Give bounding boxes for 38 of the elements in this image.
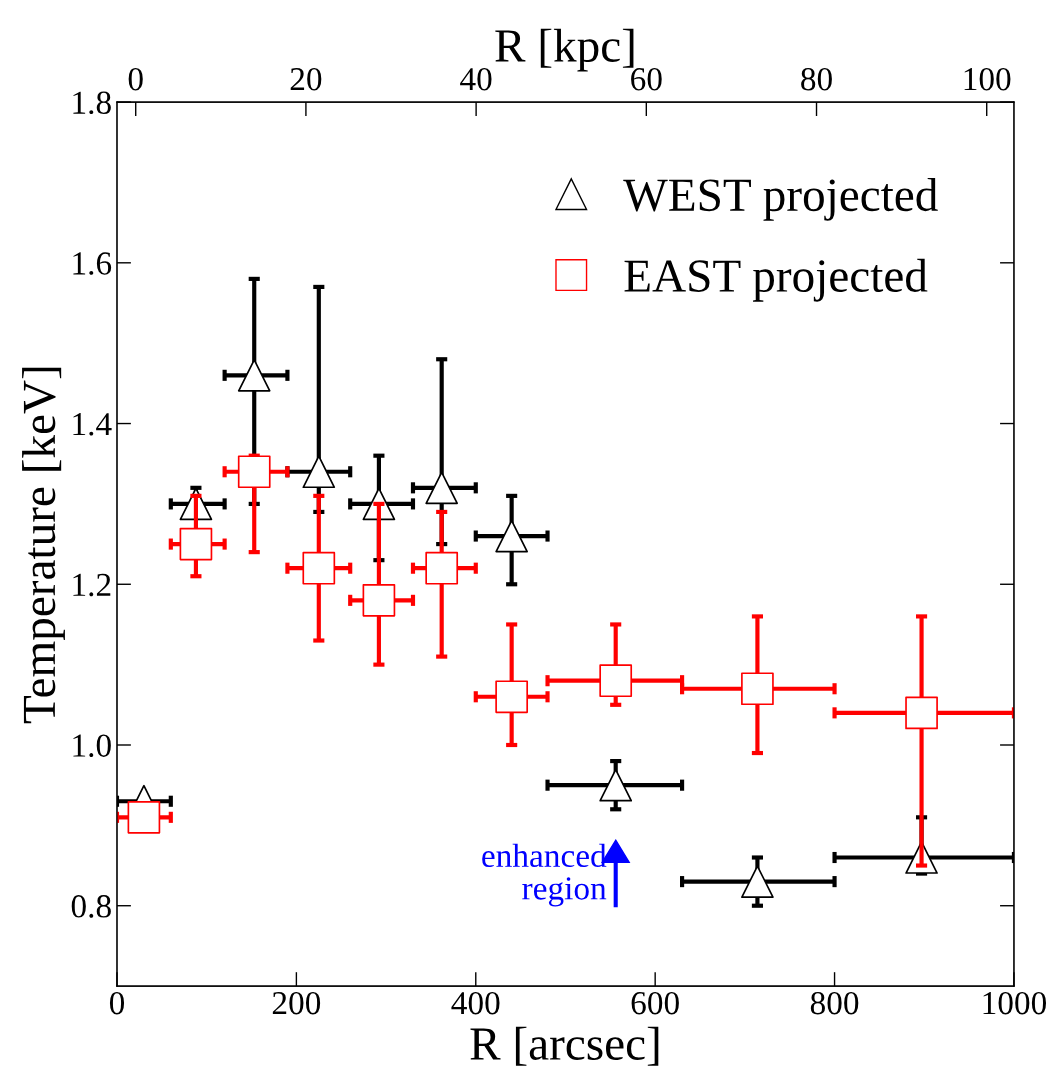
x-tick-label: 600 bbox=[631, 991, 679, 1015]
legend-label: WEST projected bbox=[623, 177, 938, 221]
point bbox=[599, 664, 633, 698]
legend-label: EAST projected bbox=[624, 258, 928, 302]
y-tick-label: 1.2 bbox=[73, 573, 111, 597]
x-tick-label: 800 bbox=[810, 991, 859, 1015]
annotation: enhanced region bbox=[482, 843, 607, 907]
x2-tick-label: 100 bbox=[964, 67, 1011, 91]
point bbox=[599, 768, 633, 802]
point bbox=[127, 800, 161, 834]
y-tick-label: 0.8 bbox=[71, 895, 111, 918]
y-tick-label: 1.4 bbox=[73, 413, 112, 436]
point bbox=[741, 865, 774, 898]
point bbox=[905, 696, 938, 730]
point bbox=[237, 455, 271, 489]
y-tick-label: 1.6 bbox=[73, 252, 112, 275]
y-tick-label: 1.0 bbox=[73, 734, 111, 758]
x-axis-title: R [arcsec] bbox=[470, 1026, 659, 1066]
point bbox=[362, 583, 396, 617]
point bbox=[495, 680, 529, 714]
x2-tick-label: 40 bbox=[460, 67, 492, 91]
point bbox=[495, 519, 529, 553]
x-tick-label: 0 bbox=[109, 991, 125, 1015]
point bbox=[237, 358, 271, 392]
y-axis-title: Temperature [keV] bbox=[22, 367, 65, 724]
x-tick-label: 400 bbox=[451, 991, 500, 1015]
x-tick-label: 1000 bbox=[983, 991, 1047, 1015]
point bbox=[302, 455, 336, 489]
x2-tick-label: 0 bbox=[128, 67, 143, 91]
point bbox=[179, 527, 213, 561]
point bbox=[741, 672, 774, 706]
point bbox=[425, 551, 459, 585]
y-tick-label: 1.8 bbox=[73, 91, 111, 115]
point bbox=[425, 471, 459, 505]
point bbox=[302, 551, 336, 585]
x2-tick-label: 80 bbox=[801, 67, 832, 91]
x2-tick-label: 20 bbox=[290, 67, 322, 91]
x-tick-label: 200 bbox=[272, 991, 321, 1015]
